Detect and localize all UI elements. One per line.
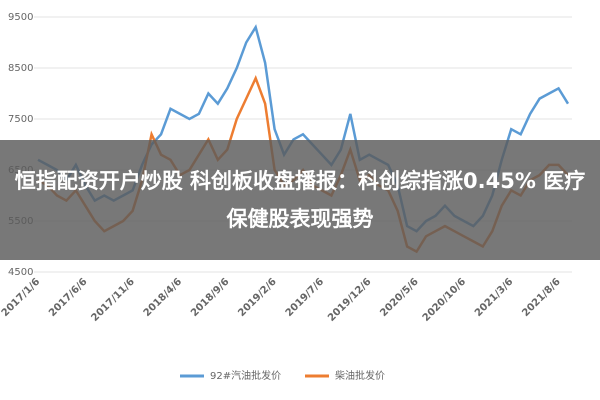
x-tick-label: 2017/11/6	[89, 276, 136, 323]
y-tick-label: 7500	[8, 114, 33, 125]
legend-label: 柴油批发价	[335, 369, 385, 382]
x-tick-label: 2018/4/6	[142, 276, 184, 318]
x-tick-label: 2020/5/6	[378, 276, 420, 318]
y-tick-label: 8500	[8, 63, 33, 74]
y-tick-label: 4500	[8, 267, 33, 278]
x-tick-label: 2019/2/6	[236, 276, 278, 318]
x-tick-label: 2017/6/6	[47, 276, 89, 318]
x-tick-label: 2020/10/6	[421, 276, 468, 323]
x-tick-label: 2019/7/6	[284, 276, 326, 318]
x-tick-label: 2021/3/6	[473, 276, 515, 318]
banner-text: 恒指配资开户炒股 科创板收盘播报：科创综指涨0.45% 医疗保健股表现强势	[14, 169, 586, 231]
y-tick-label: 9500	[8, 12, 33, 23]
banner: 恒指配资开户炒股 科创板收盘播报：科创综指涨0.45% 医疗保健股表现强势	[0, 140, 600, 260]
x-tick-label: 2021/8/6	[520, 276, 562, 318]
legend-label: 92#汽油批发价	[210, 369, 281, 382]
x-tick-label: 2017/1/6	[0, 276, 42, 318]
x-tick-label: 2018/9/6	[189, 276, 231, 318]
x-tick-label: 2019/12/6	[326, 276, 373, 323]
